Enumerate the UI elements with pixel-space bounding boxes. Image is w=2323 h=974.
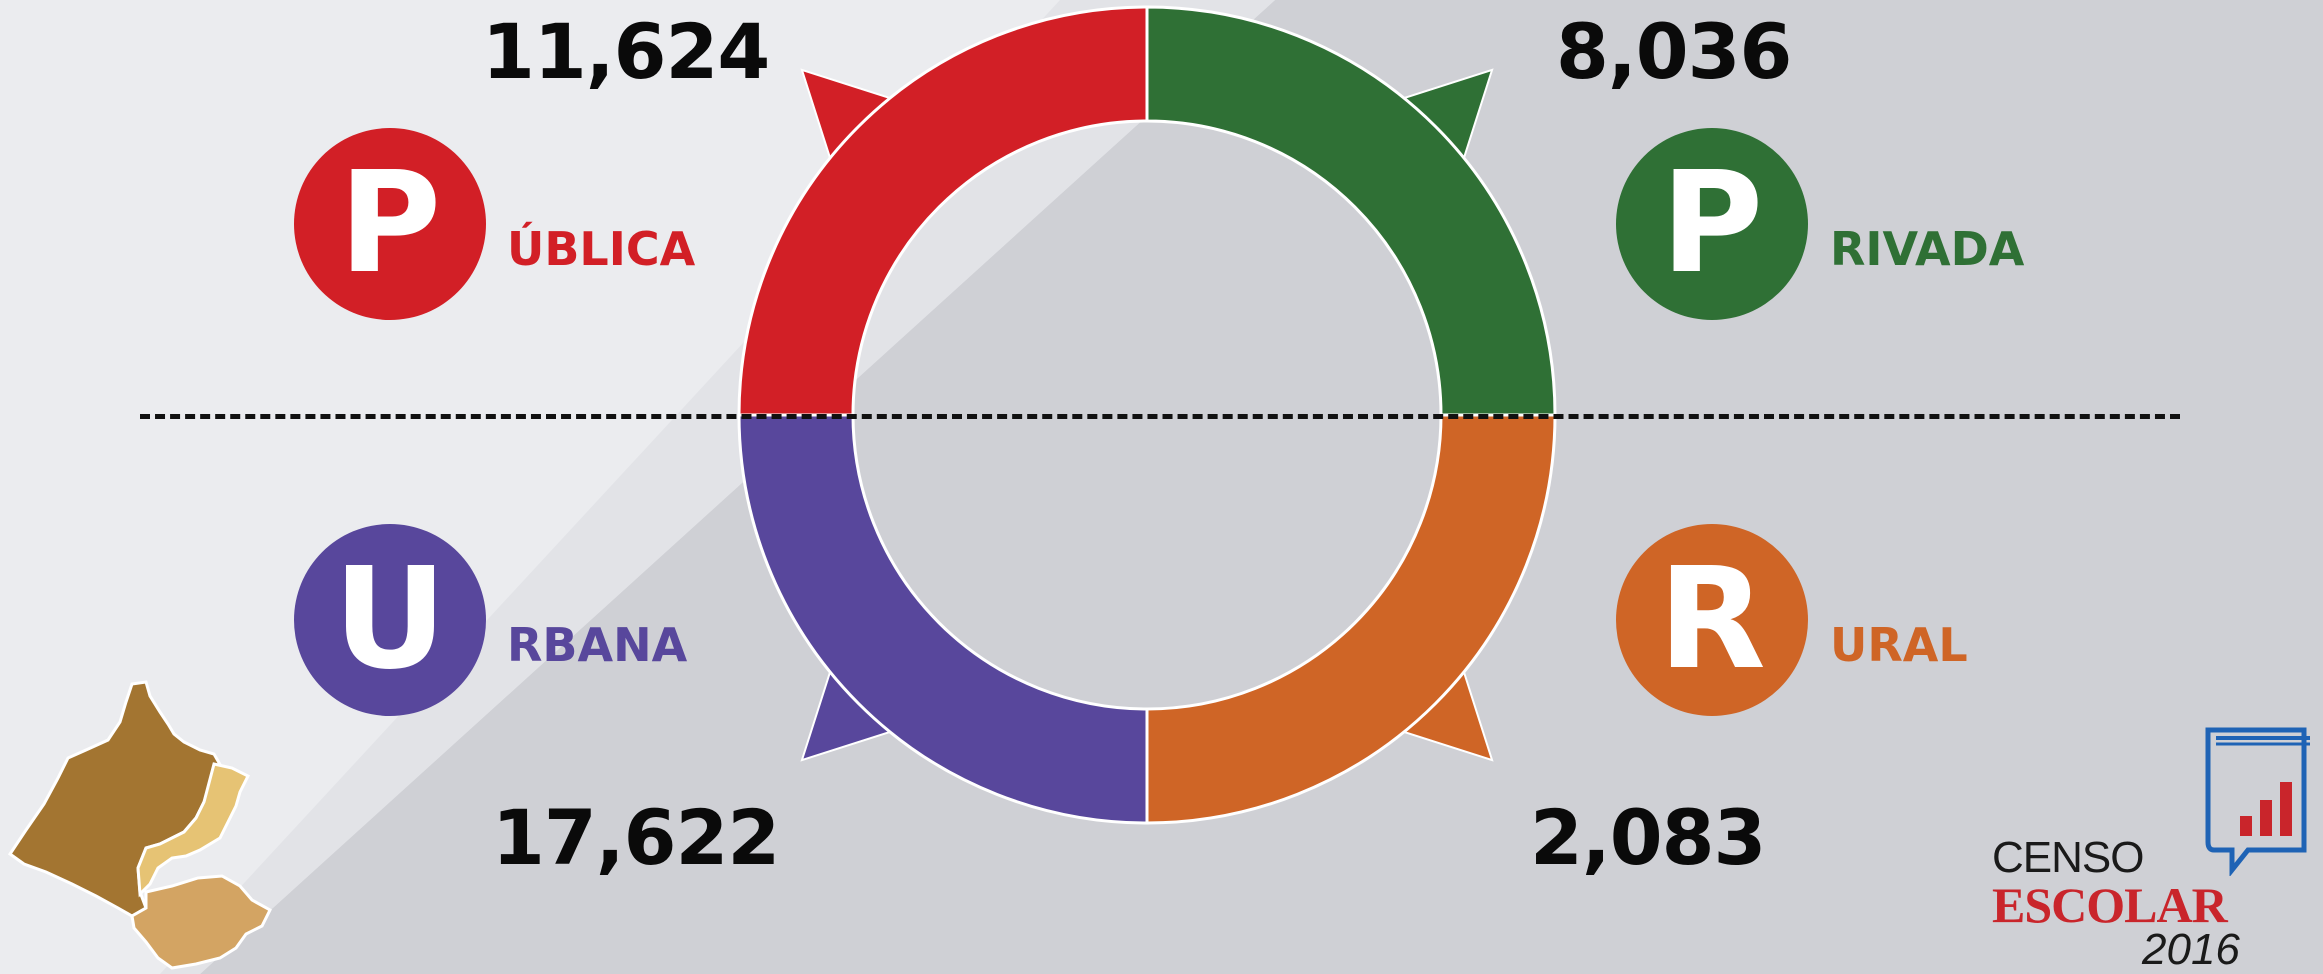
- value-rural: 2,083: [1530, 793, 1766, 882]
- donut-segment-urbana: [737, 413, 1149, 825]
- censo-book-chart-icon: [2205, 727, 2310, 876]
- value-urbana: 17,622: [492, 793, 780, 882]
- donut-segment-publica: [737, 5, 1149, 417]
- badge-publica-initial: P: [294, 128, 486, 320]
- label-publica: ÚBLICA: [507, 222, 696, 276]
- label-rural: URAL: [1830, 618, 1968, 672]
- badge-privada-initial: P: [1616, 128, 1808, 320]
- label-privada: RIVADA: [1830, 222, 2025, 276]
- value-privada: 8,036: [1556, 7, 1792, 96]
- logo-escolar-text: ESCOLAR: [1992, 877, 2228, 933]
- donut-segment-rural: [1145, 413, 1557, 825]
- badge-rural-initial: R: [1616, 524, 1808, 716]
- region-map-icon: [7, 680, 272, 970]
- value-publica: 11,624: [482, 7, 770, 96]
- logo-censo-text: CENSO: [1992, 833, 2144, 882]
- badge-urbana-initial: U: [294, 524, 486, 716]
- dashed-divider: [140, 414, 2180, 419]
- logo-year-text: 2016: [2142, 925, 2240, 974]
- label-urbana: RBANA: [507, 618, 688, 672]
- donut-segment-privada: [1145, 5, 1557, 417]
